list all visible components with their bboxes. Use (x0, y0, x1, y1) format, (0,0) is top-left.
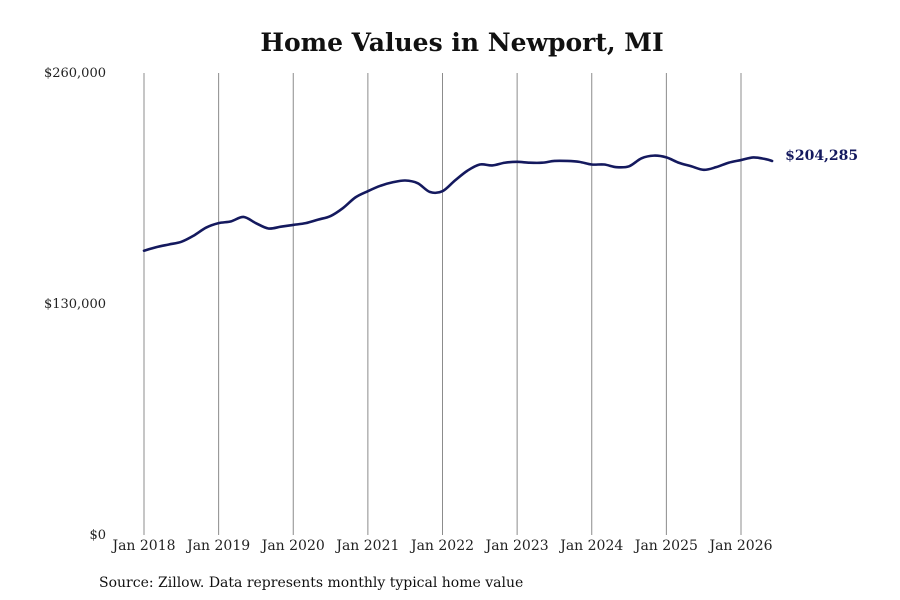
x-tick-label: Jan 2026 (707, 538, 772, 554)
source-note: Source: Zillow. Data represents monthly … (99, 575, 523, 591)
x-tick-label: Jan 2020 (260, 538, 325, 554)
y-tick-label: $130,000 (44, 297, 106, 312)
x-tick-label: Jan 2025 (633, 538, 698, 554)
x-tick-label: Jan 2023 (484, 538, 549, 554)
y-axis-tick-labels: $0 $130,000 $260,000 (44, 66, 106, 543)
x-tick-label: Jan 2021 (334, 538, 399, 554)
x-tick-label: Jan 2024 (558, 538, 623, 554)
y-tick-label: $0 (89, 528, 106, 543)
y-tick-label: $260,000 (44, 66, 106, 81)
latest-value-label: $204,285 (785, 148, 858, 164)
x-tick-label: Jan 2019 (185, 538, 250, 554)
home-value-line (142, 154, 774, 252)
x-axis-tick-labels: Jan 2018 Jan 2019 Jan 2020 Jan 2021 Jan 2022… (110, 538, 772, 554)
chart-title: Home Values in Newport, MI (260, 28, 663, 57)
x-tick-label: Jan 2022 (409, 538, 474, 554)
vertical-gridlines (143, 73, 742, 535)
x-tick-label: Jan 2018 (110, 538, 175, 554)
